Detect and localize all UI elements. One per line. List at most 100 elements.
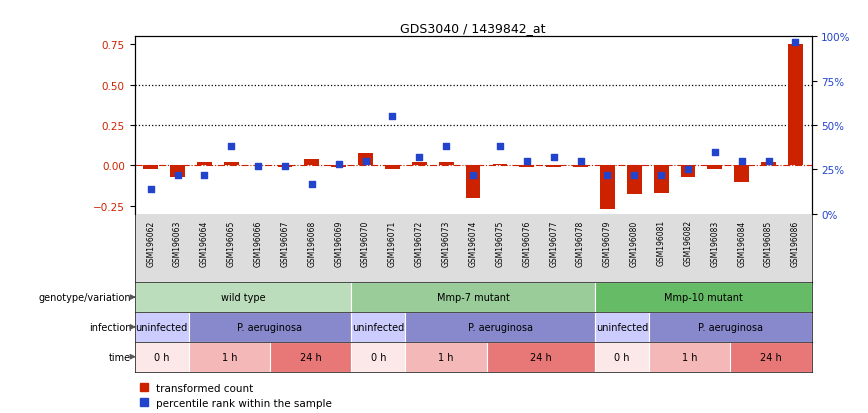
Bar [270, 342, 352, 372]
Title: GDS3040 / 1439842_at: GDS3040 / 1439842_at [400, 21, 546, 35]
Point [278, 163, 292, 170]
Bar [143, 166, 158, 169]
Point [735, 158, 749, 164]
Text: GSM196067: GSM196067 [280, 220, 290, 266]
Bar [439, 163, 454, 166]
Bar [352, 312, 405, 342]
Bar [627, 166, 641, 195]
Bar [707, 166, 722, 169]
Point [466, 172, 480, 179]
Text: GSM196077: GSM196077 [549, 220, 558, 266]
Text: GSM196082: GSM196082 [683, 220, 693, 266]
Point [332, 161, 345, 168]
Bar [492, 164, 507, 166]
Bar [170, 166, 185, 177]
Legend: transformed count, percentile rank within the sample: transformed count, percentile rank withi… [140, 383, 332, 408]
Text: GSM196070: GSM196070 [361, 220, 370, 266]
Bar [352, 342, 405, 372]
Text: GSM196073: GSM196073 [442, 220, 450, 266]
Point [439, 144, 453, 150]
Text: 24 h: 24 h [760, 352, 782, 362]
Bar [332, 166, 346, 168]
Text: GSM196080: GSM196080 [630, 220, 639, 266]
Bar [352, 282, 595, 312]
Text: GSM196064: GSM196064 [200, 220, 209, 266]
Point [358, 158, 372, 164]
Text: 0 h: 0 h [154, 352, 169, 362]
Bar [197, 163, 212, 166]
Text: 1 h: 1 h [438, 352, 454, 362]
Bar [649, 342, 730, 372]
Text: wild type: wild type [220, 292, 266, 302]
Bar [654, 166, 668, 193]
Bar [600, 166, 615, 209]
Bar [405, 342, 487, 372]
Text: GSM196063: GSM196063 [173, 220, 182, 266]
Point [628, 172, 641, 179]
Text: GSM196079: GSM196079 [603, 220, 612, 266]
Point [144, 186, 158, 193]
Bar [734, 166, 749, 182]
Bar [278, 166, 293, 168]
Text: P. aeruginosa: P. aeruginosa [468, 322, 533, 332]
Text: time: time [109, 352, 131, 362]
Bar [465, 166, 481, 198]
Text: GSM196065: GSM196065 [227, 220, 236, 266]
Point [197, 172, 211, 179]
Bar [224, 163, 239, 166]
Bar [519, 166, 534, 168]
Text: uninfected: uninfected [135, 322, 187, 332]
Bar [188, 312, 352, 342]
Text: 24 h: 24 h [299, 352, 321, 362]
Bar [730, 342, 812, 372]
Text: genotype/variation: genotype/variation [38, 292, 131, 302]
Text: GSM196072: GSM196072 [415, 220, 424, 266]
Bar [135, 282, 352, 312]
Text: GSM196083: GSM196083 [710, 220, 720, 266]
Text: GSM196069: GSM196069 [334, 220, 343, 266]
Bar [595, 312, 649, 342]
Bar [546, 166, 561, 168]
Text: infection: infection [89, 322, 131, 332]
Point [171, 172, 185, 179]
Bar [681, 166, 695, 177]
Text: GSM196066: GSM196066 [253, 220, 263, 266]
Text: GSM196062: GSM196062 [146, 220, 155, 266]
Text: 1 h: 1 h [682, 352, 698, 362]
Point [493, 144, 507, 150]
Bar [412, 163, 427, 166]
Point [412, 154, 426, 161]
Point [654, 172, 668, 179]
Bar [135, 312, 188, 342]
Text: GSM196068: GSM196068 [307, 220, 316, 266]
Point [251, 163, 265, 170]
Bar [135, 342, 188, 372]
Point [788, 39, 802, 46]
Text: GSM196081: GSM196081 [656, 220, 666, 266]
Bar [487, 342, 595, 372]
Text: Mmp-10 mutant: Mmp-10 mutant [664, 292, 743, 302]
Text: GSM196071: GSM196071 [388, 220, 397, 266]
Point [385, 114, 399, 120]
Text: uninfected: uninfected [596, 322, 648, 332]
Point [574, 158, 588, 164]
Text: 0 h: 0 h [615, 352, 630, 362]
Point [761, 158, 775, 164]
Bar [761, 163, 776, 166]
Text: GSM196086: GSM196086 [791, 220, 800, 266]
Text: GSM196078: GSM196078 [576, 220, 585, 266]
Bar [649, 312, 812, 342]
Bar [595, 282, 812, 312]
Point [224, 144, 238, 150]
Point [547, 154, 561, 161]
Text: uninfected: uninfected [352, 322, 404, 332]
Point [305, 181, 319, 188]
Text: Mmp-7 mutant: Mmp-7 mutant [437, 292, 510, 302]
Text: GSM196076: GSM196076 [523, 220, 531, 266]
Text: GSM196075: GSM196075 [496, 220, 504, 266]
Text: GSM196084: GSM196084 [737, 220, 746, 266]
Bar [573, 166, 588, 168]
Bar [358, 153, 373, 166]
Bar [405, 312, 595, 342]
Point [708, 149, 722, 156]
